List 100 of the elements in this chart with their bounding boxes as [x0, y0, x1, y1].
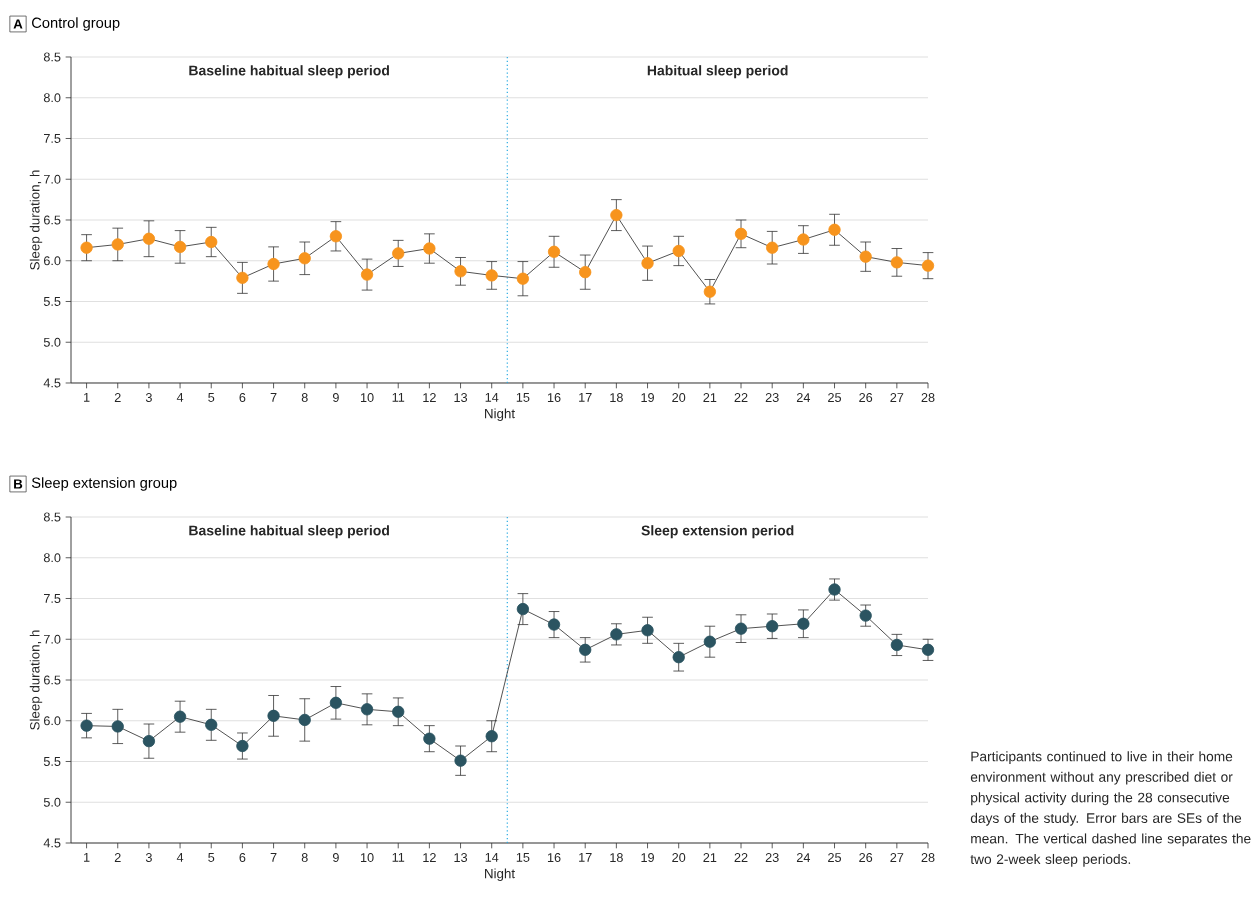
- point: [828, 223, 841, 236]
- point: [298, 713, 311, 727]
- x-tick-label: 2: [114, 853, 121, 862]
- point: [392, 247, 405, 260]
- point: [80, 719, 93, 732]
- y-tick-label: 6.5: [43, 215, 61, 225]
- point: [423, 242, 436, 255]
- point: [610, 208, 623, 222]
- point: [454, 754, 467, 767]
- x-tick-label: 7: [270, 393, 277, 402]
- point: [516, 272, 530, 285]
- point: [579, 643, 592, 656]
- y-tick-label: 8.5: [43, 52, 61, 62]
- x-tick-label: 26: [859, 853, 873, 863]
- point: [547, 618, 561, 631]
- x-tick-label: 28: [921, 853, 935, 863]
- point: [703, 285, 716, 298]
- y-tick-label: 7.0: [43, 634, 61, 644]
- point: [485, 269, 498, 282]
- x-tick-label: 9: [332, 853, 339, 863]
- x-tick-label: 20: [672, 393, 686, 403]
- point: [205, 235, 218, 249]
- y-axis-title: Sleep duration, h: [29, 170, 43, 270]
- point: [485, 730, 498, 743]
- x-tick-label: 12: [423, 393, 436, 402]
- point: [80, 241, 93, 254]
- point: [641, 257, 654, 270]
- x-tick-label: 21: [703, 393, 717, 402]
- y-tick-label: 5.5: [43, 297, 61, 306]
- point: [890, 256, 903, 269]
- point: [766, 241, 779, 254]
- x-tick-label: 20: [672, 853, 686, 863]
- x-tick-label: 22: [734, 393, 748, 402]
- point: [797, 233, 810, 246]
- x-tick-label: 21: [703, 853, 717, 862]
- x-tick-label: 13: [454, 853, 468, 863]
- x-axis-title: Night: [485, 868, 515, 881]
- y-tick-label: 6.0: [43, 716, 61, 726]
- x-tick-label: 15: [516, 393, 530, 402]
- point: [454, 265, 467, 278]
- x-tick-label: 27: [890, 393, 904, 402]
- x-tick-label: 25: [828, 393, 842, 403]
- x-tick-label: 1: [84, 393, 90, 402]
- point: [173, 240, 187, 254]
- y-tick-label: 5.0: [43, 797, 61, 807]
- point: [142, 734, 156, 748]
- x-tick-label: 22: [734, 853, 748, 862]
- point: [797, 617, 810, 630]
- point: [921, 643, 935, 656]
- y-tick-label: 8.5: [43, 512, 61, 522]
- x-tick-label: 12: [423, 853, 436, 862]
- point: [766, 620, 779, 633]
- chart-title: Sleep extension group: [31, 477, 177, 491]
- text: B: [14, 479, 23, 489]
- y-tick-label: 4.5: [43, 378, 61, 388]
- point: [547, 245, 561, 258]
- x-tick-label: 10: [360, 393, 374, 403]
- x-tick-label: 25: [828, 853, 842, 863]
- x-tick-label: 13: [454, 393, 468, 403]
- x-tick-label: 18: [610, 393, 623, 403]
- point: [111, 238, 124, 251]
- point: [610, 628, 623, 641]
- x-tick-label: 16: [547, 393, 561, 403]
- x-tick-label: 23: [765, 853, 779, 863]
- x-tick-label: 7: [270, 853, 277, 862]
- point: [173, 710, 187, 723]
- y-tick-label: 7.5: [43, 594, 61, 603]
- x-tick-label: 19: [641, 853, 654, 863]
- x-tick-label: 3: [145, 853, 152, 863]
- x-tick-label: 24: [796, 853, 811, 862]
- x-tick-label: 18: [610, 853, 623, 863]
- point: [516, 602, 530, 616]
- x-tick-label: 4: [176, 853, 184, 862]
- x-tick-label: 10: [360, 853, 374, 863]
- x-tick-label: 19: [641, 393, 654, 403]
- annotation: Habitual sleep period: [647, 65, 788, 79]
- x-tick-label: 15: [516, 853, 530, 862]
- x-tick-label: 17: [579, 853, 592, 862]
- y-axis-title: Sleep duration, h: [29, 630, 43, 730]
- x-tick-label: 2: [114, 393, 121, 402]
- point: [734, 227, 748, 240]
- point: [423, 732, 436, 745]
- x-tick-label: 11: [392, 393, 405, 402]
- point: [236, 271, 249, 284]
- point: [267, 257, 280, 271]
- point: [641, 624, 654, 637]
- y-tick-label: 6.5: [43, 675, 61, 685]
- y-tick-label: 6.0: [43, 256, 61, 266]
- y-tick-label: 7.5: [43, 134, 61, 143]
- annotation: Baseline habitual sleep period: [189, 525, 389, 539]
- point: [828, 583, 841, 596]
- y-tick-label: 7.0: [43, 174, 61, 184]
- y-tick-label: 5.5: [43, 757, 61, 766]
- point: [267, 709, 280, 722]
- point: [921, 259, 935, 272]
- x-tick-label: 8: [301, 393, 308, 403]
- x-tick-label: 24: [796, 393, 811, 402]
- point: [734, 622, 748, 635]
- point: [859, 250, 872, 263]
- x-tick-label: 28: [921, 393, 935, 403]
